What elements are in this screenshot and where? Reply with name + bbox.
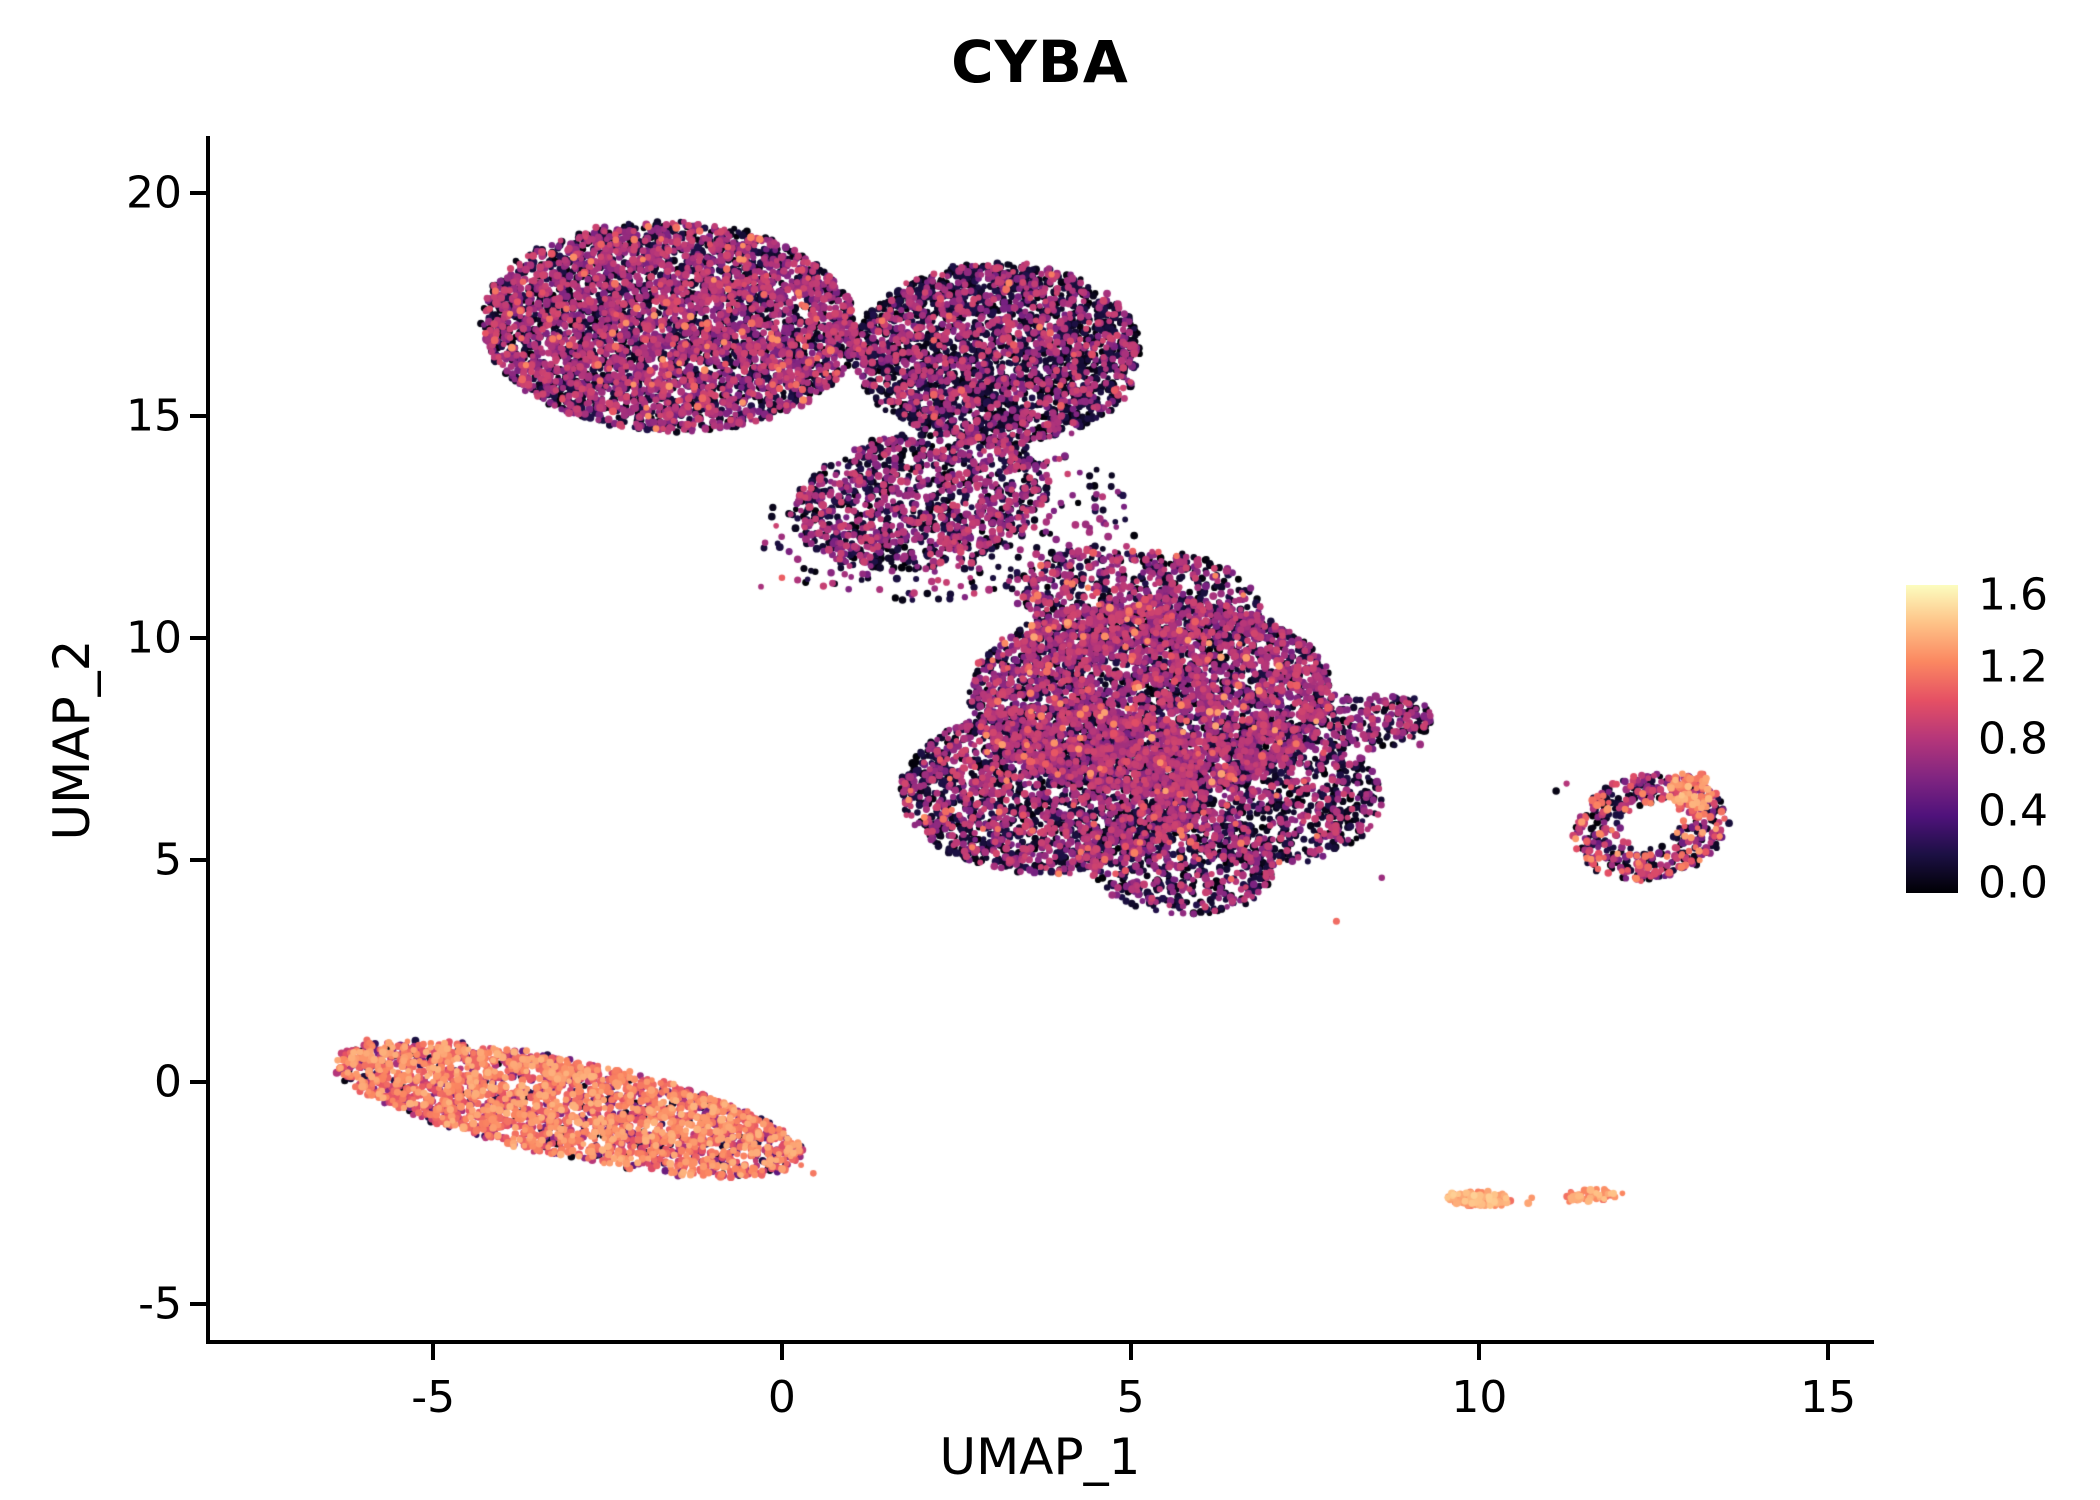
y-tick-mark [190, 635, 206, 640]
x-tick-mark [431, 1344, 436, 1360]
x-axis-label: UMAP_1 [939, 1428, 1141, 1486]
y-tick-mark [190, 1080, 206, 1085]
y-tick-mark [190, 191, 206, 196]
colorbar-tick-label: 1.6 [1978, 569, 2048, 621]
y-tick-label: 10 [126, 612, 182, 664]
x-tick-mark [1826, 1344, 1831, 1360]
x-tick-label: 0 [767, 1372, 796, 1423]
plot-area [210, 140, 1870, 1340]
scatter-canvas [210, 140, 1870, 1340]
colorbar-gradient [1906, 585, 1958, 893]
y-tick-mark [190, 1302, 206, 1307]
x-tick-mark [1477, 1344, 1482, 1360]
x-tick-mark [1128, 1344, 1133, 1360]
x-tick-label: 10 [1451, 1372, 1508, 1423]
colorbar-tick-label: 1.2 [1978, 641, 2048, 693]
y-tick-label: 5 [154, 834, 182, 886]
y-tick-label: 20 [126, 167, 182, 219]
x-tick-mark [779, 1344, 784, 1360]
x-tick-label: 5 [1116, 1372, 1145, 1423]
y-tick-label: 0 [154, 1056, 182, 1108]
y-tick-label: 15 [126, 390, 182, 442]
y-tick-label: -5 [138, 1278, 182, 1330]
y-tick-mark [190, 858, 206, 862]
colorbar-tick-label: 0.8 [1978, 713, 2048, 765]
y-tick-mark [190, 413, 206, 418]
x-tick-label: 15 [1800, 1372, 1857, 1423]
colorbar-tick-label: 0.0 [1978, 857, 2048, 909]
x-tick-label: -5 [411, 1372, 456, 1423]
plot-title: CYBA [951, 28, 1129, 96]
x-axis-line [206, 1340, 1874, 1344]
colorbar-tick-label: 0.4 [1978, 785, 2048, 837]
y-axis-label: UMAP_2 [43, 639, 101, 841]
y-axis-line [206, 136, 210, 1344]
